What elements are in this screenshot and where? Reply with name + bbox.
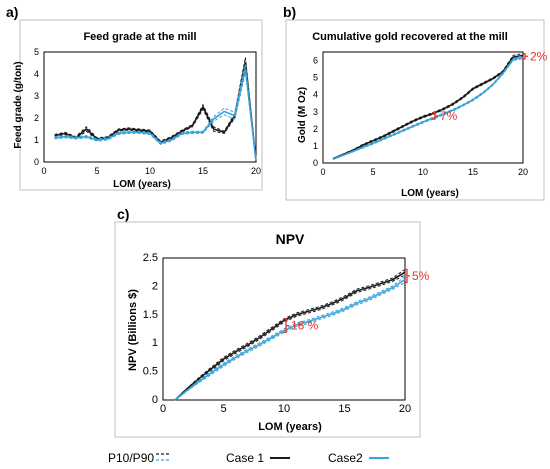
chart-b-ytick-2: 2 xyxy=(313,124,318,134)
chart-b-xtick-1: 5 xyxy=(370,167,375,177)
chart-b-series-1-line xyxy=(332,56,524,160)
chart-a-xtick-3: 15 xyxy=(198,166,208,176)
chart-c-ytick-3: 1.5 xyxy=(143,309,158,321)
legend-label-case2: Case2 xyxy=(328,451,363,465)
chart-c-series-1-p10 xyxy=(174,281,406,401)
chart-c-xtick-0: 0 xyxy=(160,403,166,415)
chart-b-annotation-label-0: 7% xyxy=(440,109,458,123)
chart-a-series-1-p90 xyxy=(54,63,257,161)
chart-b-annotation-label-1: 2% xyxy=(530,49,548,63)
chart-a-xtick-0: 0 xyxy=(41,166,46,176)
chart-c-title: NPV xyxy=(276,231,305,247)
chart-c-series-1-p90 xyxy=(174,276,406,401)
chart-c-ytick-5: 2.5 xyxy=(143,252,158,264)
chart-c-plot-area xyxy=(162,257,406,401)
chart-b-title: Cumulative gold recovered at the mill xyxy=(312,31,508,43)
chart-b-ytick-3: 3 xyxy=(313,107,318,117)
chart-b-ytick-6: 6 xyxy=(313,56,318,66)
chart-c-ytick-4: 2 xyxy=(152,280,158,292)
chart-b-ytick-1: 1 xyxy=(313,141,318,151)
chart-c-ytick-1: 0.5 xyxy=(143,366,158,378)
chart-c-xtick-2: 10 xyxy=(278,403,290,415)
chart-c-series-0-line xyxy=(174,271,406,401)
chart-b-ylabel: Gold (M Oz) xyxy=(297,87,308,143)
chart-a-ytick-4: 4 xyxy=(34,69,39,79)
chart-b-annotation-bracket-1 xyxy=(522,53,528,60)
chart-a-ytick-0: 0 xyxy=(34,157,39,167)
chart-b-frame xyxy=(285,19,545,201)
chart-a-series-0-line xyxy=(54,61,257,161)
chart-b-ytick-0: 0 xyxy=(313,158,318,168)
chart-c-ytick-0: 0 xyxy=(152,394,158,406)
chart-b-xtick-3: 15 xyxy=(468,167,478,177)
chart-c-series-1-line xyxy=(174,278,406,401)
chart-b-xtick-2: 10 xyxy=(418,167,428,177)
legend-label-p10p90: P10/P90 xyxy=(108,451,154,465)
chart-c-annotation-label-0: 16 % xyxy=(291,319,319,333)
chart-c-plot: 0 5 10 15 20 0 0.5 1 1.5 2 2.5 16 % 5% xyxy=(143,252,430,415)
chart-b-plot: 0 5 10 15 20 0 1 2 3 4 5 6 7% 2% xyxy=(313,49,548,177)
chart-npv: NPV NPV (Billions $) LOM (years) 0 5 10 15 2… xyxy=(114,221,430,438)
chart-c-xlabel: LOM (years) xyxy=(258,421,322,433)
chart-a-frame xyxy=(19,19,263,191)
chart-a-plot-area xyxy=(43,51,257,163)
chart-b-series-0-p90 xyxy=(332,53,524,160)
chart-c-series-0-p10 xyxy=(174,274,406,401)
legend: P10/P90 Case 1 Case2 xyxy=(108,451,389,465)
chart-b-xtick-0: 0 xyxy=(320,167,325,177)
chart-a-plot: 0 5 10 15 20 0 1 2 3 4 5 xyxy=(34,47,261,176)
panel-letter-b: b) xyxy=(283,4,297,20)
chart-c-xtick-4: 20 xyxy=(399,403,411,415)
chart-a-ytick-2: 2 xyxy=(34,113,39,123)
chart-b-ytick-4: 4 xyxy=(313,90,318,100)
chart-b-xtick-4: 20 xyxy=(518,167,528,177)
chart-c-series-0-p90 xyxy=(174,268,406,401)
chart-a-ylabel: Feed grade (g/ton) xyxy=(13,61,24,148)
chart-a-ytick-1: 1 xyxy=(34,135,39,145)
chart-c-annotation-label-1: 5% xyxy=(412,269,430,283)
chart-c-annotation-bracket-0 xyxy=(283,318,289,334)
chart-a-series-1-line xyxy=(54,68,257,161)
panel-letter-a: a) xyxy=(6,4,19,20)
chart-a-ytick-3: 3 xyxy=(34,91,39,101)
chart-b-ytick-5: 5 xyxy=(313,73,318,83)
chart-a-xtick-4: 20 xyxy=(251,166,261,176)
chart-c-xtick-3: 15 xyxy=(338,403,350,415)
legend-label-case1: Case 1 xyxy=(226,451,264,465)
chart-c-xtick-1: 5 xyxy=(220,403,226,415)
chart-a-xlabel: LOM (years) xyxy=(113,179,171,190)
chart-b-xlabel: LOM (years) xyxy=(401,188,459,199)
chart-gold-recovered: Cumulative gold recovered at the mill Go… xyxy=(285,19,548,201)
chart-b-plot-area xyxy=(322,51,524,164)
chart-a-xtick-2: 10 xyxy=(145,166,155,176)
chart-c-ylabel: NPV (Billions $) xyxy=(127,289,139,371)
chart-a-ytick-5: 5 xyxy=(34,47,39,57)
chart-c-annotation-bracket-1 xyxy=(404,268,410,284)
chart-feed-grade: Feed grade at the mill Feed grade (g/ton… xyxy=(13,19,263,191)
chart-b-series-0-line xyxy=(332,54,524,160)
chart-c-ytick-2: 1 xyxy=(152,337,158,349)
chart-a-xtick-1: 5 xyxy=(94,166,99,176)
panel-letter-c: c) xyxy=(117,206,130,222)
chart-a-title: Feed grade at the mill xyxy=(83,31,196,43)
chart-b-annotation-bracket-0 xyxy=(432,111,438,120)
